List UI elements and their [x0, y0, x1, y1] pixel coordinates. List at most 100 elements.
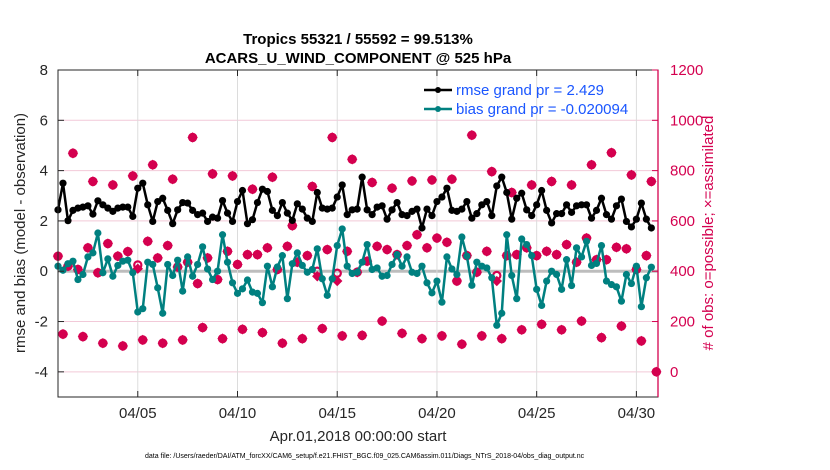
bias-point [602, 277, 611, 285]
rmse-point [423, 205, 431, 213]
bias-point [308, 265, 316, 274]
obs-assimilated-marker [536, 319, 547, 330]
obs-assimilated-marker [142, 236, 153, 247]
obs-assimilated-marker [122, 246, 134, 257]
bias-point [124, 256, 132, 264]
rmse-point [89, 210, 97, 218]
x-tick-label: 04/05 [119, 405, 157, 422]
obs-assimilated-marker [481, 246, 493, 257]
bias-point [154, 284, 162, 292]
obs-assimilated-marker [82, 242, 94, 254]
bias-point [228, 279, 237, 287]
bias-point [493, 321, 501, 329]
rmse-point [378, 202, 386, 210]
bias-point [572, 244, 581, 252]
bias-point [463, 252, 471, 260]
rmse-point [64, 217, 72, 225]
obs-assimilated-marker [486, 166, 498, 177]
obs-assimilated-marker [227, 170, 238, 182]
obs-assimilated-marker [541, 246, 552, 257]
bias-point [632, 262, 640, 270]
obs-assimilated-marker [431, 232, 443, 244]
obs-assimilated-marker [262, 242, 273, 254]
rmse-point [438, 193, 446, 201]
bias-point [343, 262, 351, 270]
rmse-point [458, 205, 466, 213]
bias-point [84, 253, 92, 261]
rmse-point [388, 206, 396, 214]
obs-assimilated-marker [267, 171, 278, 183]
rmse-point [353, 205, 361, 213]
bias-point [189, 272, 197, 280]
rmse-point [403, 212, 411, 220]
obs-assimilated-marker [197, 322, 208, 333]
rmse-point [159, 194, 167, 202]
y-axis-right-label: # of obs: o=possible; ×=assimilated [700, 116, 717, 351]
rmse-point [503, 188, 511, 197]
bias-point [273, 263, 281, 271]
bias-point [383, 271, 391, 280]
bias-point [79, 270, 87, 279]
rmse-point [149, 217, 157, 226]
x-axis-label: Apr.01,2018 00:00:00 start [270, 428, 448, 445]
obs-assimilated-marker [641, 250, 652, 261]
obs-assimilated-marker [247, 184, 258, 195]
bias-point [208, 275, 217, 284]
rmse-point [493, 182, 501, 190]
bias-point [263, 262, 272, 270]
bias-point [353, 268, 361, 276]
rmse-point [433, 197, 441, 206]
bias-point [313, 245, 321, 253]
bias-point [438, 298, 446, 306]
obs-assimilated-marker [626, 169, 637, 181]
bias-point [184, 253, 192, 261]
rmse-point [119, 203, 127, 211]
obs-assimilated-marker [526, 179, 537, 191]
y-axis-label: rmse and bias (model - observation) [12, 113, 29, 353]
bias-point [582, 237, 591, 245]
y-tick-label: 2 [40, 213, 48, 230]
obs-assimilated-marker [217, 333, 228, 344]
bias-point [592, 259, 601, 268]
obs-assimilated-marker [87, 176, 99, 187]
bias-point [268, 283, 277, 291]
obs-assimilated-marker [237, 324, 248, 335]
y-right-tick-label: 1200 [670, 62, 703, 79]
bias-point [428, 289, 436, 297]
rmse-point [218, 196, 227, 205]
rmse-point [368, 211, 376, 219]
rmse-point [203, 217, 212, 226]
chart-title-line-1: Tropics 55321 / 55592 = 99.513% [243, 31, 473, 48]
x-tick-label: 04/10 [219, 405, 257, 422]
rmse-point [463, 197, 471, 206]
bias-point [149, 260, 157, 269]
rmse-point [393, 198, 401, 207]
bias-point [169, 271, 177, 280]
bias-point [198, 243, 207, 251]
bias-point [558, 285, 566, 293]
x-tick-label: 04/15 [318, 405, 356, 422]
y-right-tick-label: 400 [670, 263, 695, 280]
bias-point [74, 275, 82, 284]
obs-assimilated-marker [346, 154, 358, 165]
rmse-point [513, 194, 521, 202]
rmse-point [59, 179, 67, 187]
bias-point [373, 264, 381, 272]
legend-rmse-marker [435, 87, 441, 93]
grid [58, 69, 658, 397]
rmse-point [248, 216, 257, 224]
bias-point [577, 253, 586, 261]
obs-assimilated-marker [421, 242, 433, 254]
rmse-point [174, 206, 182, 214]
bias-point [174, 256, 182, 264]
rmse-point [273, 212, 281, 220]
bias-point [159, 309, 167, 317]
bias-point [443, 253, 451, 261]
y-right-tick-label: 600 [670, 213, 695, 230]
bias-point [528, 252, 536, 260]
obs-assimilated-marker [317, 323, 328, 334]
obs-assimilated-marker [57, 328, 69, 340]
bias-point [533, 285, 541, 293]
bias-point [622, 270, 631, 279]
rmse-point [228, 217, 237, 226]
